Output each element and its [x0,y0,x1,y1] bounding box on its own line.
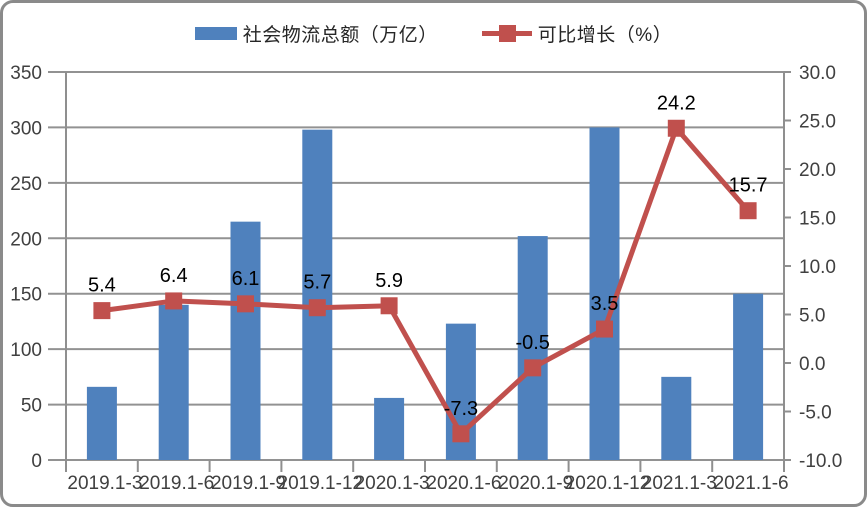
left-axis-label-350: 350 [10,63,42,84]
right-axis-label-10.0: 10.0 [799,257,836,278]
left-axis-label-0: 0 [31,451,42,472]
data-label-2020.1-12: 3.5 [591,293,619,315]
data-label-2019.1-6: 6.4 [160,265,188,287]
line-marker-2021.1-6 [739,202,757,220]
left-axis-label-150: 150 [10,285,42,306]
bar-2020.1-3 [374,397,405,460]
x-axis-label-2020.1-3: 2020.1-3 [355,473,430,494]
bar-2019.1-9 [230,221,261,460]
left-axis-label-250: 250 [10,174,42,195]
data-label-2019.1-9: 6.1 [232,268,260,290]
data-label-2021.1-3: 24.2 [657,92,696,114]
right-axis-label--10.0: -10.0 [799,451,842,472]
bar-2020.1-9 [517,236,548,460]
x-axis-label-2020.1-12: 2020.1-12 [565,473,651,494]
right-axis-label-30.0: 30.0 [799,63,836,84]
line-marker-2019.1-6 [165,292,183,310]
bar-2021.1-6 [733,293,764,460]
bar-2019.1-3 [86,386,117,460]
line-marker-2019.1-9 [237,295,254,313]
data-label-2019.1-12: 5.7 [303,272,331,294]
line-series-label: 可比增长（%） [537,25,673,46]
line-swatch-marker-icon [498,25,516,42]
x-axis-label-2019.1-12: 2019.1-12 [278,473,364,494]
x-axis-label-2021.1-6: 2021.1-6 [714,473,789,494]
line-marker-2020.1-3 [380,297,398,315]
line-series-swatch [481,25,532,42]
right-axis-label-0.0: 0.0 [799,354,825,375]
bar-2019.1-12 [302,129,333,460]
right-axis-label-15.0: 15.0 [799,209,836,230]
data-label-2021.1-6: 15.7 [729,175,768,197]
legend: 社会物流总额（万亿） 可比增长（%） [3,20,864,47]
legend-item-line-series: 可比增长（%） [481,20,673,47]
right-axis-label-20.0: 20.0 [799,160,836,181]
bar-series-swatch [194,27,237,40]
legend-item-bar-series: 社会物流总额（万亿） [194,20,438,47]
right-axis-label-5.0: 5.0 [799,306,825,327]
bar-2019.1-6 [158,304,189,460]
bar-series-label: 社会物流总额（万亿） [242,25,438,46]
x-axis-label-2021.1-3: 2021.1-3 [642,473,717,494]
line-marker-2020.1-9 [524,359,542,377]
left-axis-label-300: 300 [10,118,42,139]
x-axis-label-2019.1-6: 2019.1-6 [139,473,214,494]
line-marker-2021.1-3 [667,119,685,137]
left-axis-label-200: 200 [10,229,42,250]
right-axis-label--5.0: -5.0 [799,403,832,424]
x-axis-label-2020.1-9: 2020.1-9 [498,473,573,494]
left-axis-label-50: 50 [21,396,42,417]
data-label-2020.1-6: -7.3 [444,398,478,420]
plot-area: 5.4 6.4 6.1 5.7 5.9 -7.3 -0.5 3.5 24.2 15.7 0 50 100… [10,63,842,494]
x-axis-label-2020.1-6: 2020.1-6 [426,473,501,494]
line-marker-2019.1-12 [308,299,326,317]
data-label-2020.1-3: 5.9 [375,270,403,292]
bar-2021.1-3 [661,376,692,460]
line-marker-2019.1-3 [93,302,111,320]
left-axis-label-100: 100 [10,340,42,361]
x-axis-label-2019.1-3: 2019.1-3 [67,473,142,494]
line-marker-2020.1-6 [452,425,470,443]
x-axis-label-2019.1-9: 2019.1-9 [211,473,286,494]
line-marker-2020.1-12 [596,320,613,338]
data-label-2020.1-9: -0.5 [515,332,549,354]
right-axis-label-25.0: 25.0 [799,112,836,133]
growth-line [101,125,750,437]
data-label-2019.1-3: 5.4 [88,275,116,297]
